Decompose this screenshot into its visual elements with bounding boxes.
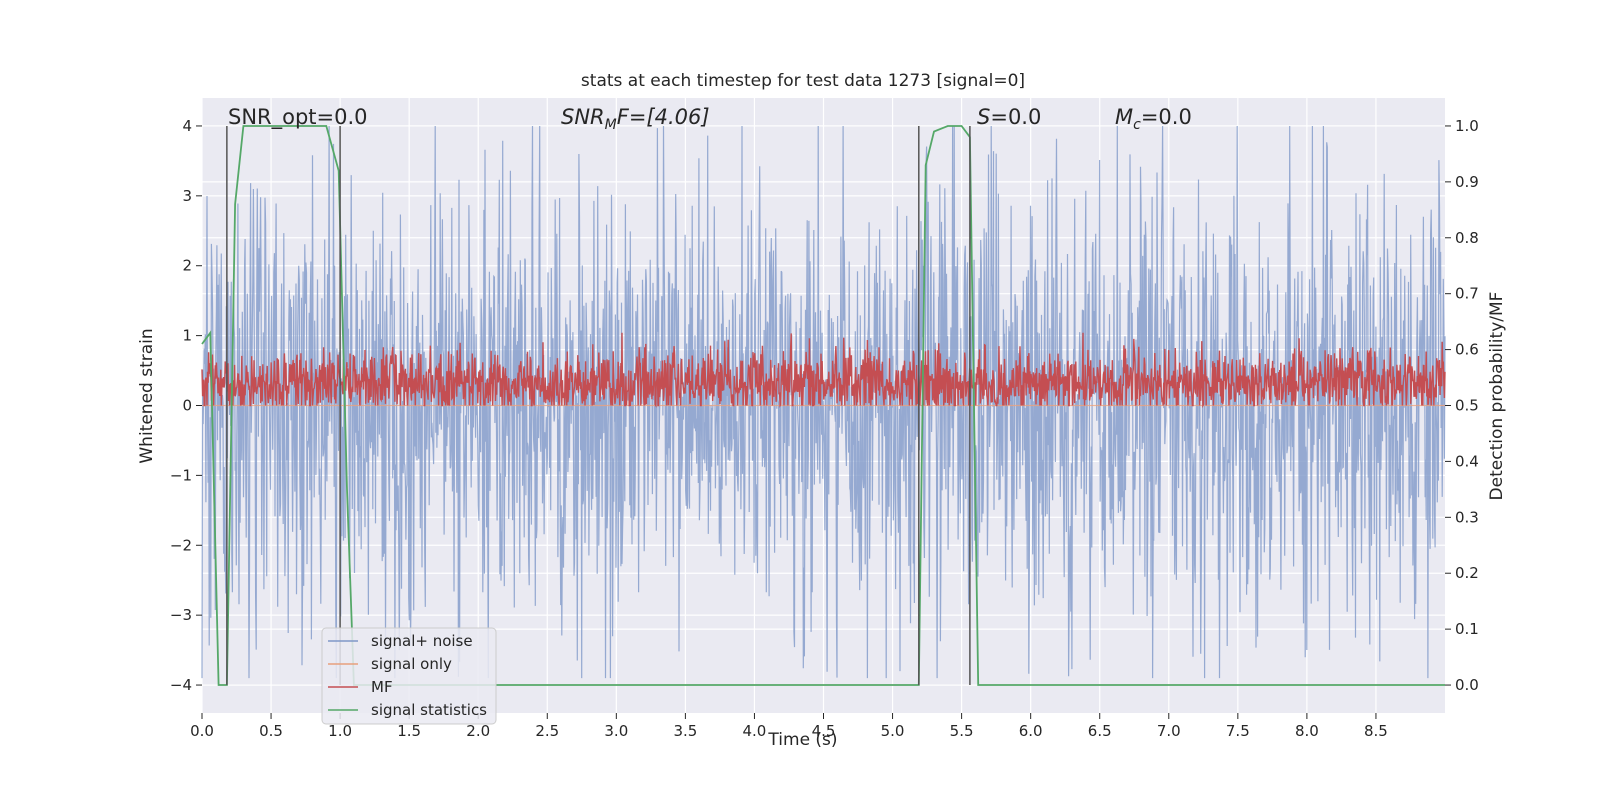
x-tick-label: 7.0	[1157, 722, 1181, 740]
vertical-markers	[226, 125, 971, 686]
legend-label-signal-noise: signal+ noise	[371, 632, 473, 650]
snr-mf-main: SNR	[561, 105, 605, 129]
x-tick-label: 1.0	[328, 722, 352, 740]
legend: signal+ noise signal only MF signal stat…	[321, 627, 497, 725]
x-tick-label: 4.5	[812, 722, 836, 740]
x-tick-label: 6.0	[1019, 722, 1043, 740]
s-rest: =0.0	[990, 105, 1041, 129]
y-tick-label: −3	[170, 606, 192, 624]
x-tick-label: 0.0	[190, 722, 214, 740]
y-axis-label: Whitened strain	[137, 328, 157, 463]
y-axis-right: 0.0 0.1 0.2 0.3 0.4 0.5 0.6 0.7 0.8 0.9 1.0	[1445, 117, 1479, 694]
mc-main: M	[1115, 105, 1133, 129]
x-tick-label: 0.5	[259, 722, 283, 740]
signal-noise-series	[201, 125, 1446, 679]
y-right-tick-label: 0.9	[1455, 173, 1479, 191]
y-right-tick-label: 0.7	[1455, 285, 1479, 303]
x-tick-label: 8.5	[1364, 722, 1388, 740]
chart-title: stats at each timestep for test data 127…	[581, 71, 1025, 91]
snr-mf-annotation: SNRMF=[4.06]	[561, 105, 710, 133]
x-tick-label: 2.0	[466, 722, 490, 740]
x-tick-label: 1.5	[397, 722, 421, 740]
legend-box	[321, 627, 497, 725]
y-right-tick-label: 0.4	[1455, 452, 1479, 470]
y-right-tick-label: 0.1	[1455, 620, 1479, 638]
x-tick-label: 4.0	[743, 722, 767, 740]
snr-opt-annotation: SNR_opt=0.0	[228, 105, 368, 130]
snr-mf-rest: F=[4.06]	[617, 105, 710, 129]
s-annotation: S=0.0	[977, 105, 1041, 129]
y-tick-label: −2	[170, 536, 192, 554]
y-right-tick-label: 0.3	[1455, 508, 1479, 526]
x-tick-label: 7.5	[1226, 722, 1250, 740]
x-tick-label: 3.5	[673, 722, 697, 740]
y-right-tick-label: 0.6	[1455, 341, 1479, 359]
y-axis-left: −4 −3 −2 −1 0 1 2 3 4	[170, 117, 202, 694]
x-tick-label: 3.0	[604, 722, 628, 740]
x-tick-label: 8.0	[1295, 722, 1319, 740]
y-tick-label: −1	[170, 466, 192, 484]
x-axis: 0.0 0.5 1.0 1.5 2.0 2.5 3.0 3.5 4.0 4.5 5.0 5.5 6.0 6…	[190, 713, 1388, 740]
x-axis-label: Time (s)	[767, 730, 837, 750]
mc-subscript: c	[1133, 117, 1141, 133]
y-tick-label: 2	[182, 257, 192, 275]
y-right-tick-label: 0.0	[1455, 676, 1479, 694]
legend-label-signal-only: signal only	[371, 655, 452, 673]
legend-label-signal-statistics: signal statistics	[371, 701, 487, 719]
y-axis-label-right: Detection probability/MF	[1487, 292, 1507, 501]
mc-rest: =0.0	[1141, 105, 1192, 129]
y-right-tick-label: 0.2	[1455, 564, 1479, 582]
y-tick-label: 3	[182, 187, 192, 205]
mf-line	[201, 332, 1446, 409]
snr-mf-subscript: M	[605, 117, 617, 133]
y-right-tick-label: 0.8	[1455, 229, 1479, 247]
y-tick-label: −4	[170, 676, 192, 694]
y-right-tick-label: 0.5	[1455, 397, 1479, 415]
s-main: S	[977, 105, 990, 129]
x-tick-label: 6.5	[1088, 722, 1112, 740]
y-right-tick-label: 1.0	[1455, 117, 1479, 135]
x-tick-label: 2.5	[535, 722, 559, 740]
x-tick-label: 5.0	[881, 722, 905, 740]
y-tick-label: 0	[182, 397, 192, 415]
legend-label-mf: MF	[371, 678, 393, 696]
signal-noise-line	[201, 125, 1446, 679]
x-tick-label: 5.5	[950, 722, 974, 740]
mf-series	[201, 332, 1446, 409]
y-tick-label: 1	[182, 327, 192, 345]
y-tick-label: 4	[182, 117, 192, 135]
mc-annotation: Mc=0.0	[1115, 105, 1192, 133]
